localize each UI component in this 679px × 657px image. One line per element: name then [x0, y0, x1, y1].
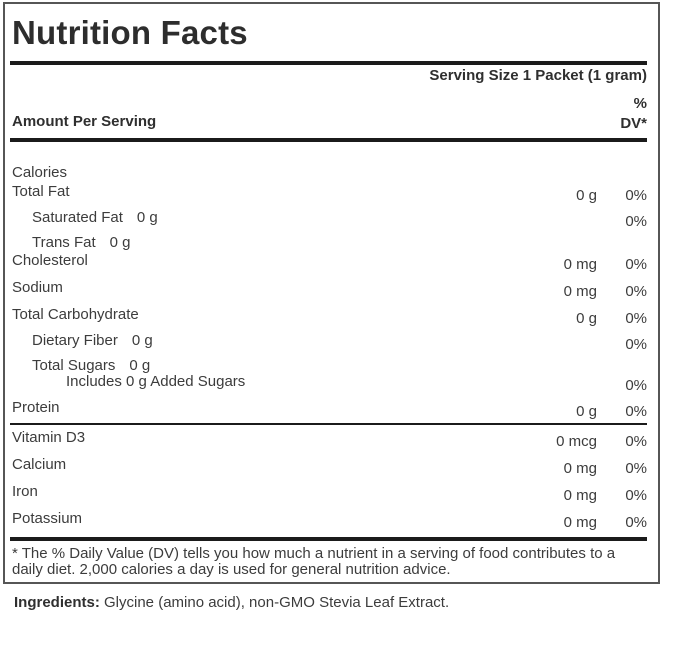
nutrient-percent-dv: 0% — [625, 310, 647, 327]
nutrient-row: Total Fat 0 g 0% — [12, 183, 647, 209]
vitamin-mineral-rows: Vitamin D3 0 mcg 0% Calcium 0 mg 0% Iron… — [12, 429, 647, 537]
nutrient-name: Saturated Fat — [32, 209, 123, 226]
nutrient-percent-dv: 0% — [625, 213, 647, 230]
nutrient-percent-dv: 0% — [625, 283, 647, 300]
nutrient-percent-dv: 0% — [625, 403, 647, 420]
nutrient-row: Dietary Fiber 0 g 0% — [12, 332, 647, 357]
nutrient-row: Total Sugars 0 g — [12, 357, 647, 374]
nutrient-amount: 0 mg — [563, 514, 597, 531]
nutrient-name: Calories — [12, 164, 68, 181]
nutrient-name: Dietary Fiber — [32, 332, 118, 349]
nutrient-percent-dv: 0% — [625, 377, 647, 394]
nutrient-percent-dv: 0% — [625, 256, 647, 273]
nutrient-percent-dv: 0% — [625, 460, 647, 477]
nutrient-row: Potassium 0 mg 0% — [12, 510, 647, 537]
nutrient-percent-dv: 0% — [625, 514, 647, 531]
nutrient-amount: 0 mg — [563, 460, 597, 477]
nutrient-name: Total Carbohydrate — [12, 306, 139, 323]
divider-thick-top — [10, 61, 647, 65]
divider-thin-vitamins — [10, 423, 647, 425]
nutrient-name: Total Fat — [12, 183, 70, 200]
nutrient-percent-dv: 0% — [625, 433, 647, 450]
nutrient-percent-dv: 0% — [625, 187, 647, 204]
nutrient-row: Calories — [12, 164, 647, 183]
nutrient-name: Calcium — [12, 456, 67, 473]
nutrient-name: Potassium — [12, 510, 83, 527]
nutrient-name: Total Sugars — [32, 357, 116, 374]
nutrient-name: Protein — [12, 399, 60, 416]
nutrient-amount: 0 mg — [563, 256, 597, 273]
divider-thick-footnote — [10, 537, 647, 541]
nutrient-row: Trans Fat 0 g — [12, 234, 647, 252]
percent-dv-header-line1: % — [633, 95, 647, 112]
ingredients-label: Ingredients: — [14, 594, 100, 611]
nutrient-amount: 0 g — [576, 310, 597, 327]
percent-dv-header-line2: DV* — [620, 115, 647, 132]
nutrient-row: Total Carbohydrate 0 g 0% — [12, 306, 647, 332]
daily-value-footnote: * The % Daily Value (DV) tells you how m… — [12, 545, 616, 578]
nutrient-amount: 0 mg — [563, 283, 597, 300]
nutrient-row: Calcium 0 mg 0% — [12, 456, 647, 483]
nutrient-amount: 0 mcg — [556, 433, 597, 450]
nutrient-inline-amount: 0 g — [136, 209, 158, 226]
nutrient-inline-amount: 0 g — [129, 357, 151, 374]
nutrient-amount: 0 g — [576, 403, 597, 420]
nutrition-facts-panel: Nutrition Facts Serving Size 1 Packet (1… — [3, 2, 660, 584]
nutrient-row: Sodium 0 mg 0% — [12, 279, 647, 306]
nutrient-name: Iron — [12, 483, 38, 500]
nutrient-name: Sodium — [12, 279, 63, 296]
nutrient-row: Cholesterol 0 mg 0% — [12, 252, 647, 279]
nutrient-inline-amount: 0 g — [109, 234, 131, 251]
nutrient-percent-dv: 0% — [625, 336, 647, 353]
nutrient-row: Vitamin D3 0 mcg 0% — [12, 429, 647, 456]
amount-per-serving-header: Amount Per Serving — [12, 113, 157, 130]
nutrition-facts-title: Nutrition Facts — [12, 14, 248, 51]
ingredients-line: Ingredients: Glycine (amino acid), non-G… — [14, 594, 449, 612]
serving-size-line: Serving Size 1 Packet (1 gram) — [429, 67, 647, 84]
nutrient-percent-dv: 0% — [625, 487, 647, 504]
nutrient-name: Trans Fat — [32, 234, 96, 251]
nutrient-row: Iron 0 mg 0% — [12, 483, 647, 510]
nutrient-name: Cholesterol — [12, 252, 88, 269]
ingredients-text: Glycine (amino acid), non-GMO Stevia Lea… — [99, 594, 450, 611]
divider-thick-header — [10, 138, 647, 142]
nutrient-name: Vitamin D3 — [12, 429, 86, 446]
nutrient-row: Saturated Fat 0 g 0% — [12, 209, 647, 234]
percent-dv-header: % DV* — [620, 94, 647, 134]
nutrient-name: Includes 0 g Added Sugars — [66, 373, 246, 390]
nutrient-amount: 0 mg — [563, 487, 597, 504]
column-header-row: Amount Per Serving % DV* — [12, 94, 647, 134]
nutrient-row: Includes 0 g Added Sugars 0% — [12, 373, 647, 399]
nutrient-rows: Calories Total Fat 0 g 0% Saturated Fat 0… — [12, 164, 647, 423]
nutrient-amount: 0 g — [576, 187, 597, 204]
nutrient-row: Protein 0 g 0% — [12, 399, 647, 423]
nutrient-inline-amount: 0 g — [131, 332, 153, 349]
